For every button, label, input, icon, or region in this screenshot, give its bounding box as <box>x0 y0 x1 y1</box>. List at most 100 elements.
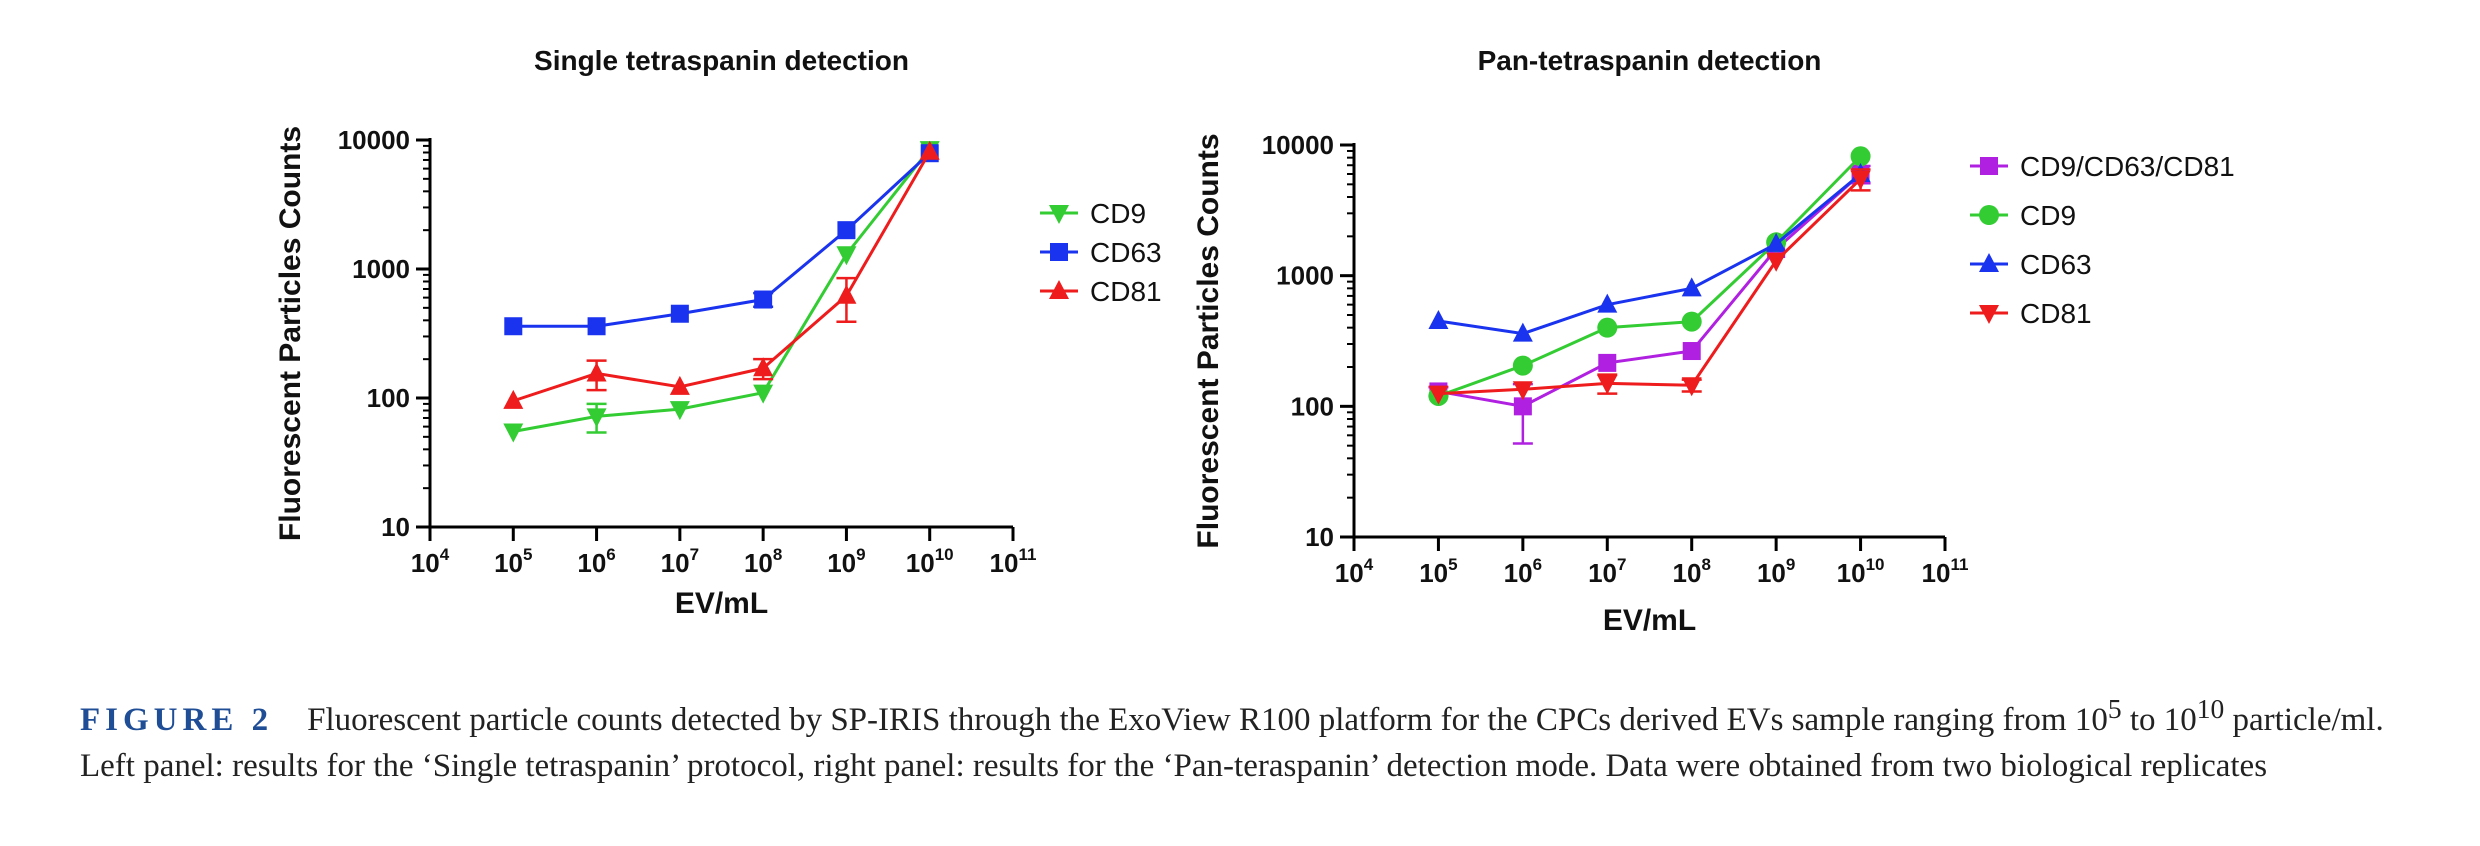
x-axis-label: EV/mL <box>675 587 768 620</box>
figure-canvas: Single tetraspanin detection 10 100 1000 100… <box>274 45 2235 637</box>
series-line <box>1438 172 1862 336</box>
legend-label: CD63 <box>2020 249 2092 280</box>
data-point <box>670 304 689 323</box>
legend-marker <box>1979 305 1999 324</box>
x-tick-label: 106 <box>577 545 615 578</box>
data-point <box>1598 353 1617 372</box>
caption-text-middle: to 10 <box>2121 702 2197 738</box>
caption-text-end: particle/ml. Left panel: results for the… <box>80 702 2384 784</box>
figure-label: FIGURE 2 <box>80 702 274 738</box>
data-point <box>586 362 607 382</box>
legend-marker <box>1979 253 1999 272</box>
data-point <box>1512 322 1533 342</box>
data-point <box>503 423 524 443</box>
series-line <box>1437 155 1862 398</box>
x-tick-label: 105 <box>494 545 532 578</box>
caption-exponent-1: 5 <box>2107 693 2122 724</box>
data-point <box>1681 311 1702 332</box>
data-point <box>836 246 857 266</box>
y-axis-label: Fluorescent Particles Counts <box>1192 133 1225 548</box>
legend-label: CD81 <box>1090 276 1162 307</box>
data-point <box>1512 381 1533 401</box>
figure-caption: FIGURE 2 Fluorescent particle counts dete… <box>80 686 2410 789</box>
x-tick-label: 104 <box>411 545 450 578</box>
chart-2: Pan-tetraspanin detection 10 100 1000 10000 1… <box>1192 45 2235 637</box>
series-CD9 <box>1428 146 1871 406</box>
data-point <box>1597 293 1618 313</box>
y-tick-label: 1000 <box>1276 261 1334 291</box>
legend-marker <box>1979 205 1999 225</box>
chart-title: Single tetraspanin detection <box>534 45 909 76</box>
data-point <box>1850 146 1871 167</box>
data-point <box>1428 309 1449 329</box>
legend-marker <box>1049 205 1069 224</box>
chart-title: Pan-tetraspanin detection <box>1478 45 1822 76</box>
data-point <box>1682 342 1701 361</box>
legend-label: CD9/CD63/CD81 <box>2020 151 2235 182</box>
x-tick-label: 1011 <box>1922 555 1969 588</box>
series-line <box>1438 177 1862 396</box>
x-tick-label: 107 <box>1588 555 1626 588</box>
x-axis-label: EV/mL <box>1603 604 1696 637</box>
legend-label: CD81 <box>2020 298 2092 329</box>
y-tick-label: 1000 <box>352 254 410 284</box>
data-point <box>1513 397 1532 416</box>
y-tick-label: 10000 <box>1262 130 1334 160</box>
series-CD63 <box>504 144 939 336</box>
x-tick-label: 1010 <box>1837 555 1885 588</box>
x-tick-label: 106 <box>1504 555 1542 588</box>
x-tick-label: 104 <box>1335 555 1374 588</box>
x-tick-label: 1011 <box>990 545 1037 578</box>
y-tick-label: 100 <box>367 383 410 413</box>
series-CD81 <box>503 140 940 409</box>
data-point <box>1428 385 1449 405</box>
legend-marker <box>1049 280 1069 299</box>
data-point <box>754 290 773 309</box>
data-point <box>1850 170 1871 190</box>
x-tick-label: 108 <box>744 545 782 578</box>
chart-1: Single tetraspanin detection 10 100 1000 100… <box>274 45 1162 620</box>
series-line <box>513 152 931 328</box>
series-CD9/CD63/CD81 <box>1428 164 1871 445</box>
data-point <box>836 284 857 304</box>
data-point <box>1766 232 1787 252</box>
data-point <box>586 408 607 428</box>
data-point <box>919 140 940 160</box>
data-point <box>1681 377 1702 397</box>
caption-text-start: Fluorescent particle counts detected by … <box>307 702 2108 738</box>
data-point <box>587 317 606 336</box>
data-point <box>503 389 524 409</box>
x-tick-label: 1010 <box>906 545 954 578</box>
x-tick-label: 109 <box>827 545 865 578</box>
legend-marker <box>1980 157 1998 175</box>
data-point <box>1512 355 1533 376</box>
x-tick-label: 105 <box>1419 555 1457 588</box>
y-tick-label: 10 <box>1305 522 1334 552</box>
legend-marker <box>1050 243 1068 261</box>
data-point <box>837 221 856 240</box>
data-point <box>504 317 523 336</box>
x-tick-label: 109 <box>1757 555 1795 588</box>
series-line <box>512 151 932 403</box>
data-point <box>1681 277 1702 297</box>
data-point <box>753 384 774 404</box>
x-tick-label: 107 <box>661 545 699 578</box>
legend-label: CD63 <box>1090 237 1162 268</box>
series-line <box>1438 172 1862 408</box>
y-tick-label: 10 <box>381 512 410 542</box>
x-tick-label: 108 <box>1673 555 1711 588</box>
data-point <box>1597 317 1618 338</box>
data-point <box>1766 252 1787 272</box>
data-point <box>669 375 690 395</box>
series-CD9 <box>503 141 940 443</box>
caption-exponent-2: 10 <box>2196 693 2225 724</box>
data-point <box>753 357 774 377</box>
legend-label: CD9 <box>2020 200 2076 231</box>
series-CD81 <box>1428 168 1871 405</box>
series-line <box>513 148 931 433</box>
y-axis-label: Fluorescent Particles Counts <box>274 126 307 541</box>
data-point <box>669 401 690 421</box>
legend-label: CD9 <box>1090 198 1146 229</box>
series-CD63 <box>1428 162 1871 342</box>
y-tick-label: 100 <box>1291 391 1334 421</box>
